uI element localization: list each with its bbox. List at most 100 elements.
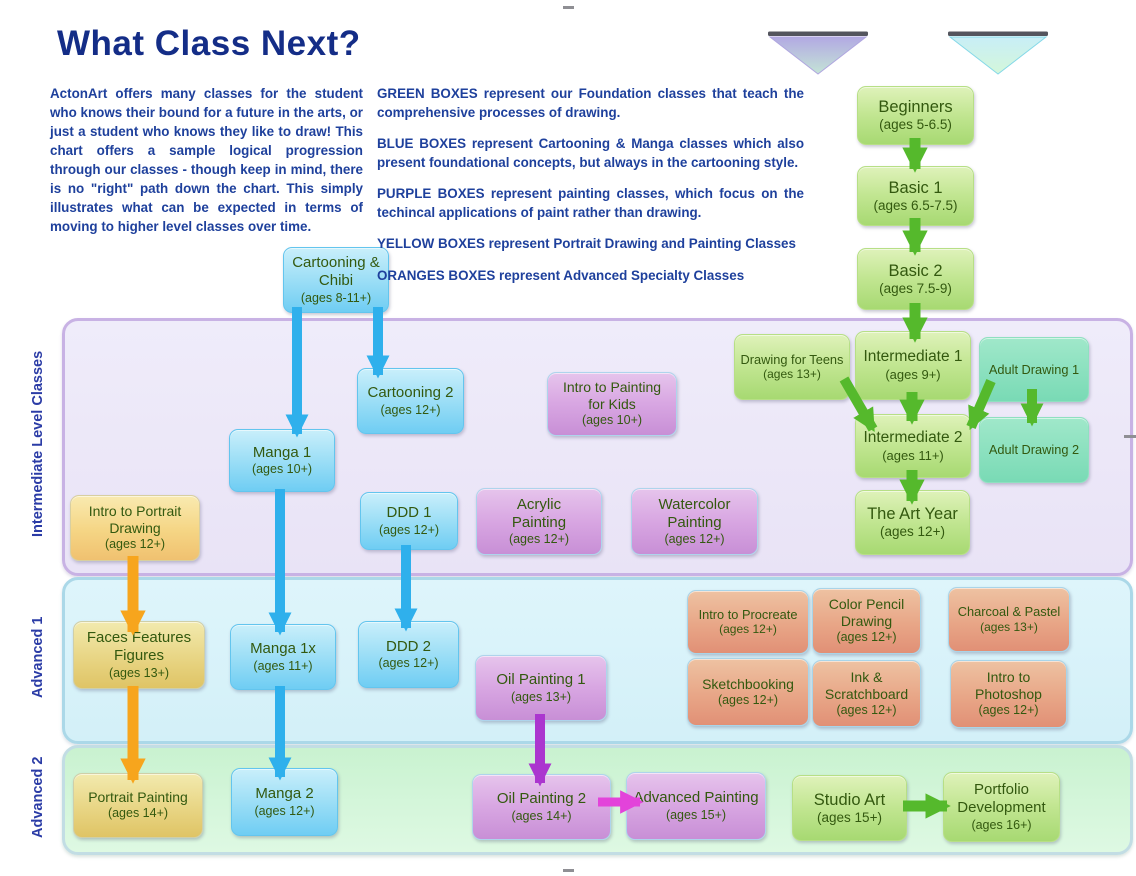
class-ages: (ages 11+): [253, 658, 313, 673]
class-label: Portfolio Development: [957, 781, 1046, 817]
class-ages: (ages 16+): [971, 817, 1032, 832]
class-box-oil-painting-2: Oil Painting 2 (ages 14+): [472, 774, 611, 840]
class-label: Intro to Photoshop: [975, 669, 1042, 703]
intro-paragraph: ActonArt offers many classes for the stu…: [50, 86, 363, 234]
class-label: Adult Drawing 2: [988, 442, 1080, 458]
class-box-advanced-painting: Advanced Painting (ages 15+): [626, 772, 766, 840]
class-box-studio-art: Studio Art (ages 15+): [792, 775, 907, 841]
class-ages: (ages 12+): [378, 522, 440, 537]
funnel-marker-cyan: [948, 31, 1048, 75]
class-label: Intro to Procreate: [698, 606, 798, 622]
class-box-cartooning-chibi: Cartooning & Chibi (ages 8-11+): [283, 247, 389, 313]
class-box-intermediate-1: Intermediate 1 (ages 9+): [855, 331, 971, 400]
class-label: Faces Features Figures: [86, 629, 192, 665]
section-label-advanced-2: Advanced 2: [30, 756, 46, 838]
class-box-intro-to-portrait-drawing: Intro to Portrait Drawing (ages 12+): [70, 495, 200, 561]
legend-orange-boxes: ORANGES BOXES represent Advanced Special…: [377, 268, 745, 283]
class-ages: (ages 7.5-9): [879, 280, 952, 296]
funnel-marker-purple: [768, 31, 868, 75]
section-label-advanced-1: Advanced 1: [30, 616, 46, 699]
legend-blue-boxes: BLUE BOXES represent Cartooning & Manga …: [377, 136, 804, 170]
class-label: Oil Painting 2: [496, 790, 587, 808]
class-label: Ink & Scratchboard: [824, 668, 909, 702]
class-ages: (ages 5-6.5): [879, 117, 952, 133]
class-box-basic-1: Basic 1 (ages 6.5-7.5): [857, 166, 974, 226]
class-ages: (ages 12+): [836, 702, 897, 717]
class-ages: (ages 12+): [378, 656, 439, 671]
section-label-intermediate: Intermediate Level Classes: [30, 350, 46, 538]
class-box-color-pencil-drawing: Color Pencil Drawing (ages 12+): [812, 588, 921, 654]
class-label: Drawing for Teens: [740, 351, 844, 367]
class-label: Portrait Painting: [88, 789, 188, 806]
class-box-intro-to-photoshop: Intro to Photoshop (ages 12+): [950, 660, 1067, 728]
class-box-portfolio-development: Portfolio Development (ages 16+): [943, 772, 1060, 842]
class-ages: (ages 12+): [104, 537, 166, 552]
class-ages: (ages 9+): [885, 367, 941, 383]
class-ages: (ages 10+): [581, 413, 643, 428]
page-title: What Class Next?: [57, 24, 361, 63]
page-crop-mark: [563, 6, 574, 9]
class-ages: (ages 11+): [882, 447, 944, 463]
class-label: Oil Painting 1: [496, 671, 586, 689]
class-ages: (ages 8-11+): [300, 290, 372, 305]
legend-yellow-boxes: YELLOW BOXES represent Portrait Drawing …: [377, 236, 796, 251]
class-box-manga-1: Manga 1 (ages 10+): [229, 429, 335, 492]
class-label: Charcoal & Pastel: [957, 604, 1061, 620]
class-ages: (ages 12+): [836, 630, 897, 645]
class-label: Manga 1x: [250, 640, 316, 658]
class-box-intermediate-2: Intermediate 2 (ages 11+): [855, 414, 971, 478]
class-box-basic-2: Basic 2 (ages 7.5-9): [857, 248, 974, 310]
class-box-the-art-year: The Art Year (ages 12+): [855, 490, 970, 555]
class-box-adult-drawing-1: Adult Drawing 1: [979, 337, 1089, 402]
class-ages: (ages 12+): [719, 622, 777, 637]
class-box-watercolor-painting: Watercolor Painting (ages 12+): [631, 488, 758, 555]
class-label: Acrylic Painting: [511, 495, 567, 531]
class-label: Color Pencil Drawing: [828, 596, 905, 630]
class-label: Manga 1: [252, 443, 312, 461]
class-box-beginners: Beginners (ages 5-6.5): [857, 86, 974, 145]
class-box-oil-painting-1: Oil Painting 1 (ages 13+): [475, 655, 607, 721]
class-box-portrait-painting: Portrait Painting (ages 14+): [73, 773, 203, 838]
class-box-manga-1x: Manga 1x (ages 11+): [230, 624, 336, 690]
class-ages: (ages 13+): [980, 619, 1038, 634]
class-ages: (ages 12+): [380, 402, 441, 417]
class-label: Adult Drawing 1: [988, 361, 1080, 377]
class-ages: (ages 15+): [665, 807, 727, 822]
class-box-ddd-2: DDD 2 (ages 12+): [358, 621, 459, 688]
class-label: Sketchbooking: [702, 675, 794, 692]
class-label: Intro to Portrait Drawing: [88, 503, 182, 537]
class-box-intro-painting-for-kids: Intro to Painting for Kids (ages 10+): [547, 372, 677, 436]
class-ages: (ages 14+): [511, 808, 572, 823]
class-ages: (ages 14+): [107, 806, 169, 821]
class-ages: (ages 13+): [108, 665, 170, 680]
class-box-adult-drawing-2: Adult Drawing 2: [979, 417, 1089, 483]
legend: GREEN BOXES represent our Foundation cla…: [377, 84, 804, 297]
class-ages: (ages 13+): [510, 689, 572, 704]
class-box-charcoal-pastel: Charcoal & Pastel (ages 13+): [948, 587, 1070, 652]
class-label: Manga 2: [255, 785, 314, 803]
class-label: Beginners: [878, 98, 953, 117]
page-crop-mark: [563, 869, 574, 872]
class-label: The Art Year: [867, 505, 958, 524]
class-box-cartooning-2: Cartooning 2 (ages 12+): [357, 368, 464, 434]
class-box-ink-scratchboard: Ink & Scratchboard (ages 12+): [812, 660, 921, 727]
class-label: Intermediate 1: [863, 348, 963, 366]
class-ages: (ages 10+): [251, 462, 313, 477]
class-ages: (ages 13+): [763, 367, 821, 382]
class-ages: (ages 15+): [817, 809, 882, 825]
legend-purple-boxes: PURPLE BOXES represent painting classes,…: [377, 186, 804, 220]
class-ages: (ages 12+): [254, 803, 315, 818]
class-box-ddd-1: DDD 1 (ages 12+): [360, 492, 458, 550]
legend-green-boxes: GREEN BOXES represent our Foundation cla…: [377, 86, 804, 120]
class-label: Basic 1: [888, 178, 943, 197]
class-ages: (ages 12+): [508, 532, 570, 547]
class-box-acrylic-painting: Acrylic Painting (ages 12+): [476, 488, 602, 555]
class-label: DDD 2: [385, 637, 431, 655]
class-box-faces-features-figures: Faces Features Figures (ages 13+): [73, 621, 205, 689]
class-label: Advanced Painting: [633, 789, 759, 807]
class-box-intro-to-procreate: Intro to Procreate (ages 12+): [687, 590, 809, 654]
class-label: DDD 1: [386, 504, 432, 522]
class-label: Intermediate 2: [863, 428, 963, 446]
class-label: Studio Art: [813, 790, 886, 809]
